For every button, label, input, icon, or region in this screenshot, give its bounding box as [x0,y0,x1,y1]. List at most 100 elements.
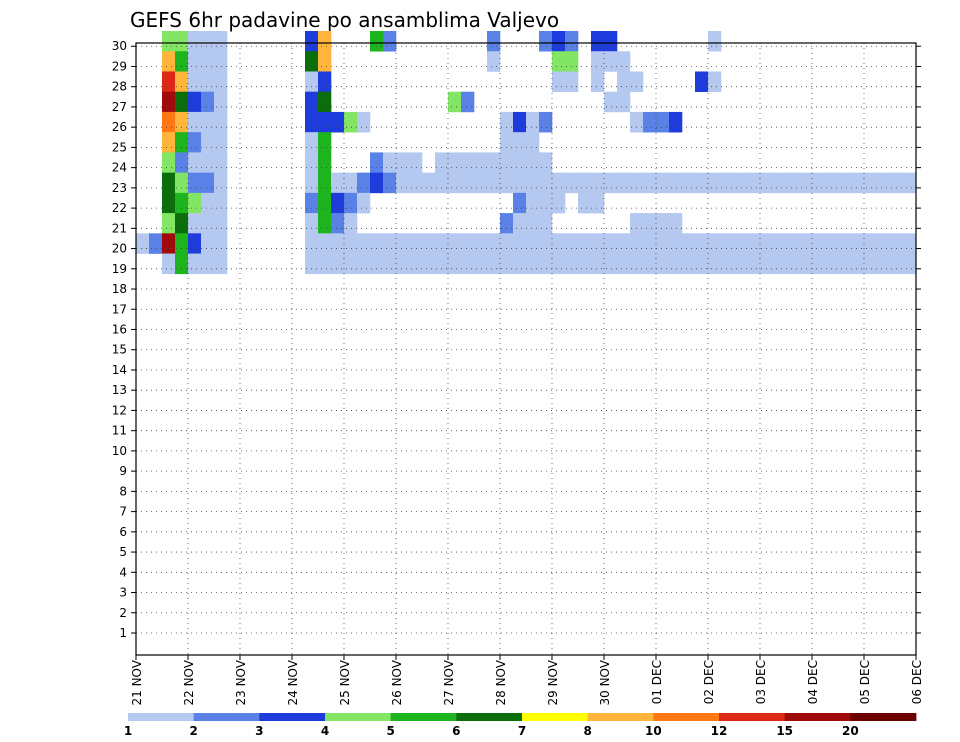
x-tick-label: 03 DEC [754,660,768,704]
heatmap-cell [656,111,670,133]
heatmap-cell [409,253,423,275]
heatmap-cell [630,233,644,254]
heatmap-cell [526,192,540,214]
heatmap-cell [513,152,527,173]
heatmap-cell [370,172,384,194]
y-tick-label: 12 [112,403,127,417]
heatmap-cell [487,152,501,173]
heatmap-cell [188,253,202,275]
heatmap-cell [318,172,332,194]
heatmap-cell [890,233,904,254]
heatmap-cell [344,192,358,214]
heatmap-cell [734,233,748,254]
heatmap-cell [526,152,540,173]
heatmap-cell [162,111,176,133]
heatmap-cell [318,71,332,92]
heatmap-cell [188,213,202,234]
heatmap-cell [630,172,644,194]
heatmap-cell [201,51,215,72]
heatmap-cell [214,51,228,72]
heatmap-cell [656,213,670,234]
heatmap-cell [318,111,332,133]
heatmap-cell [461,152,475,173]
y-tick-label: 13 [112,383,127,397]
heatmap-cell [721,172,735,194]
heatmap-cell [552,31,566,52]
colorbar-swatch [456,713,523,721]
heatmap-cell [318,91,332,113]
colorbar-swatch [390,713,457,721]
y-tick-label: 11 [112,424,127,438]
heatmap-cell [877,233,891,254]
colorbar-label: 4 [321,724,329,738]
heatmap-cell [175,233,189,254]
heatmap-cell [149,233,163,254]
heatmap-cell [812,233,826,254]
heatmap-cell [370,152,384,173]
heatmap-cell [773,172,787,194]
heatmap-cell [851,253,865,275]
heatmap-cell [812,253,826,275]
heatmap-cell [214,213,228,234]
heatmap-cell [656,253,670,275]
x-tick-label: 22 NOV [182,659,196,705]
heatmap-cell [500,233,514,254]
colorbar-swatch [653,713,720,721]
heatmap-cell [838,253,852,275]
heatmap-cell [188,71,202,92]
heatmap-cell [448,172,462,194]
heatmap-cell [422,253,436,275]
heatmap-cell [162,71,176,92]
y-tick-label: 4 [119,565,127,579]
heatmap-cell [201,91,215,113]
heatmap-cell [448,152,462,173]
heatmap-cell [175,51,189,72]
heatmap-cell [214,172,228,194]
heatmap-cell [578,233,592,254]
heatmap-cell [578,192,592,214]
heatmap-cell [474,253,488,275]
heatmap-cell [344,111,358,133]
heatmap-cell [357,233,371,254]
colorbar-swatch [719,713,786,721]
heatmap-cell [162,132,176,153]
heatmap-cell [370,233,384,254]
heatmap-cell [305,172,319,194]
heatmap-cell [565,51,579,72]
heatmap-cell [331,192,345,214]
heatmap-cell [604,172,618,194]
y-tick-label: 14 [112,363,127,377]
heatmap-cell [539,172,553,194]
heatmap-cell [357,253,371,275]
heatmap-cell [526,233,540,254]
heatmap-cell [201,172,215,194]
heatmap-cell [396,172,410,194]
y-tick-label: 9 [119,464,127,478]
x-tick-label: 21 NOV [130,659,144,705]
heatmap-cell [526,132,540,153]
heatmap-cell [201,152,215,173]
heatmap-cell [669,233,683,254]
colorbar-swatch [128,713,195,721]
heatmap-cell [669,111,683,133]
heatmap-cell [591,51,605,72]
heatmap-cell [630,71,644,92]
y-tick-label: 18 [112,282,127,296]
heatmap-cell [370,31,384,52]
heatmap-cell [669,213,683,234]
heatmap-cell [214,152,228,173]
heatmap-cell [448,91,462,113]
heatmap-cell [188,192,202,214]
heatmap-cell [552,172,566,194]
heatmap-cell [708,233,722,254]
x-tick-label: 30 NOV [598,659,612,705]
heatmap-cell [591,31,605,52]
heatmap-cell [435,152,449,173]
heatmap-cell [786,253,800,275]
heatmap-cell [565,31,579,52]
heatmap-cell [305,51,319,72]
heatmap-cell [175,213,189,234]
heatmap-cell [617,253,631,275]
heatmap-cell [760,233,774,254]
y-tick-label: 8 [119,484,127,498]
